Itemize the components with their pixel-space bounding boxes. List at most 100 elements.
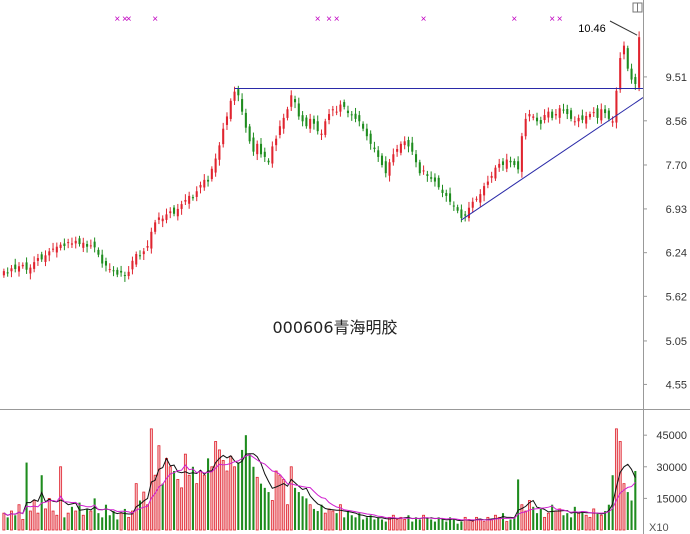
volume-bar xyxy=(81,514,85,531)
candle-body xyxy=(422,170,425,172)
volume-bar xyxy=(460,521,463,530)
volume-bar xyxy=(358,513,361,530)
candle-body xyxy=(123,275,126,277)
volume-bar xyxy=(123,508,126,530)
candle-body xyxy=(146,246,149,248)
volume-bar xyxy=(395,519,399,531)
volume-bar xyxy=(255,476,259,531)
volume-bar xyxy=(546,512,550,531)
candle-body xyxy=(309,118,312,129)
candle-body xyxy=(464,214,467,216)
candle-body xyxy=(267,160,270,163)
volume-bar xyxy=(418,519,421,530)
volume-bar xyxy=(6,517,9,530)
volume-bar xyxy=(599,514,603,531)
signal-marker: × xyxy=(126,14,132,25)
volume-bar xyxy=(195,483,199,531)
volume-bar xyxy=(346,511,350,530)
candle-body xyxy=(554,114,557,116)
volume-bar xyxy=(153,474,157,531)
volume-bar xyxy=(422,514,426,531)
volume-bar xyxy=(172,471,176,530)
candle-body xyxy=(418,162,421,174)
volume-bar xyxy=(74,510,78,531)
candle-body xyxy=(558,108,561,118)
candle-body xyxy=(301,115,304,122)
volume-bar xyxy=(119,512,123,531)
candle-body xyxy=(150,231,153,249)
volume-bar xyxy=(411,521,414,530)
volume-bar xyxy=(490,519,494,531)
candle-body xyxy=(222,128,225,145)
candle-body xyxy=(350,114,353,116)
volume-bar xyxy=(183,453,187,531)
candle-body xyxy=(55,246,58,253)
volume-bar xyxy=(187,474,191,531)
volume-bar xyxy=(452,519,455,530)
volume-bar xyxy=(161,483,164,530)
candle-body xyxy=(331,109,334,111)
volume-bar xyxy=(362,519,365,530)
candle-body xyxy=(528,114,531,117)
volume-bar xyxy=(399,516,403,531)
volume-bar xyxy=(566,513,569,530)
candle-body xyxy=(188,195,191,204)
candle-body xyxy=(626,48,629,69)
volume-bar xyxy=(17,504,21,531)
candle-body xyxy=(203,179,206,188)
volume-bar xyxy=(528,500,531,531)
volume-bar xyxy=(607,504,610,530)
candle-body xyxy=(297,103,300,117)
volume-bar xyxy=(214,441,218,531)
volume-bar xyxy=(543,516,547,531)
signal-marker: × xyxy=(549,14,555,25)
signal-marker: × xyxy=(315,14,321,25)
candle-body xyxy=(335,111,338,113)
candle-body xyxy=(449,193,452,202)
candle-body xyxy=(176,208,179,217)
candle-body xyxy=(475,198,478,200)
candle-body xyxy=(263,151,266,157)
candle-body xyxy=(411,142,414,152)
overlays: 000606青海明胶 10.46 X10 xyxy=(272,23,668,534)
candle-body xyxy=(513,161,516,165)
volume-bar xyxy=(532,506,535,530)
volume-bar xyxy=(391,514,395,531)
volume-bar xyxy=(380,519,384,530)
price-tick-label: 8.56 xyxy=(666,116,687,128)
volume-bar xyxy=(614,428,618,531)
candle-body xyxy=(218,145,221,160)
volume-bar xyxy=(202,474,206,531)
volume-bar xyxy=(486,516,490,531)
candle-body xyxy=(630,68,633,80)
volume-bar xyxy=(165,457,168,531)
volume-bar xyxy=(97,513,100,530)
candle-body xyxy=(52,248,55,250)
candle-body xyxy=(551,111,554,118)
volume-bar xyxy=(509,519,512,530)
volume-bar xyxy=(305,498,308,530)
volume-bar xyxy=(233,466,236,531)
candle-body xyxy=(70,243,73,245)
candle-body xyxy=(169,211,172,214)
candle-body xyxy=(286,109,289,118)
candle-body xyxy=(17,266,21,272)
candle-body xyxy=(6,272,9,274)
volume-bar xyxy=(501,513,505,530)
volume-multiplier-label: X10 xyxy=(649,522,669,534)
volume-bar xyxy=(475,516,478,531)
volume-bar xyxy=(191,466,194,530)
candle-body xyxy=(252,137,255,152)
candle-body xyxy=(116,269,119,275)
volume-bar xyxy=(524,510,528,531)
volume-bar xyxy=(278,474,282,531)
volume-bar xyxy=(21,519,25,531)
volume-bar xyxy=(241,449,244,530)
candle-body xyxy=(377,150,380,157)
candle-body xyxy=(592,112,595,114)
price-tick-label: 6.93 xyxy=(666,204,687,216)
volume-bar xyxy=(463,516,467,531)
candle-body xyxy=(596,108,599,118)
candle-body xyxy=(14,264,17,270)
